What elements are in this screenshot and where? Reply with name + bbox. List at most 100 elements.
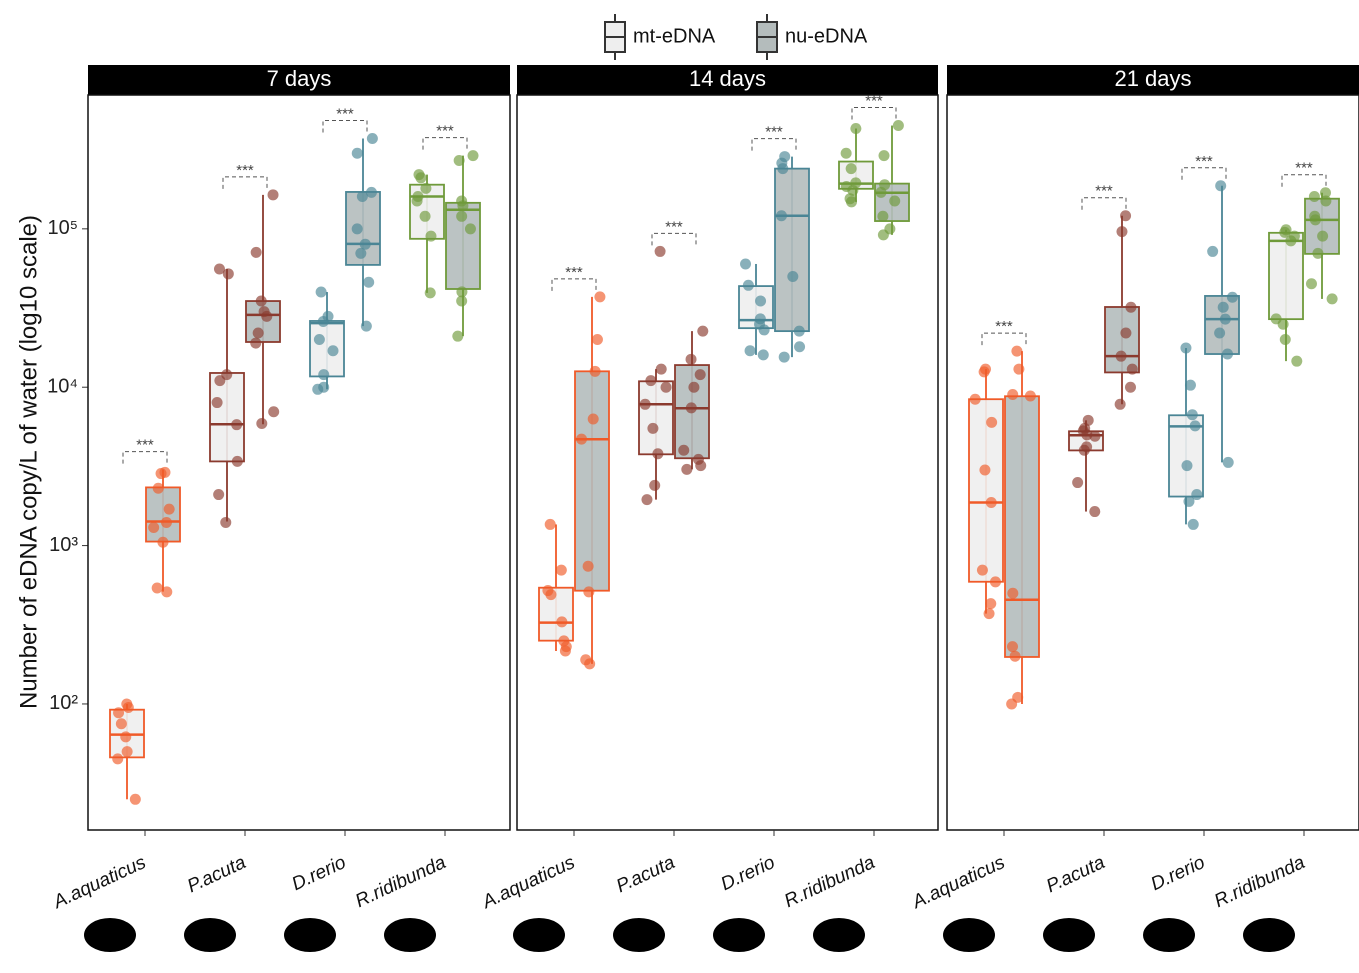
data-point [1207,245,1219,257]
data-point [742,279,754,291]
species-icon [943,918,995,952]
data-point [220,516,232,528]
data-point [840,147,852,159]
species-icon [513,918,565,952]
data-point [360,320,372,332]
data-point [231,455,243,467]
legend-label: mt-eDNA [633,25,716,47]
facet-strip [517,65,938,95]
data-point [157,536,169,548]
data-point [1319,187,1331,199]
facet-title: 21 days [1114,66,1191,91]
data-point [1089,506,1101,518]
data-point [639,398,651,410]
species-icon [284,918,336,952]
significance-label: *** [436,123,454,140]
y-tick-label: 10³ [49,534,78,556]
data-point [1191,489,1203,501]
data-point [1189,420,1201,432]
data-point [584,658,596,670]
data-point [425,230,437,242]
facet-title: 7 days [267,66,332,91]
significance-label: *** [565,264,583,281]
y-tick-label: 10⁴ [47,375,78,397]
significance-label: *** [236,162,254,179]
data-point [655,363,667,375]
data-point [231,419,243,431]
data-point [1226,291,1238,303]
x-tick-label: A.aquaticus [478,852,578,914]
data-point [222,268,234,280]
data-point [587,413,599,425]
data-point [1007,641,1019,653]
legend-label: nu-eDNA [785,25,868,47]
data-point [356,191,368,203]
species-icon [713,918,765,952]
data-point [681,463,693,475]
data-point [556,616,568,628]
data-point [641,494,653,506]
data-point [315,286,327,298]
data-point [1181,460,1193,472]
data-point [1222,348,1234,360]
data-point [420,182,432,194]
x-tick-label: R.ridibunda [1211,852,1308,912]
panel-border [516,94,939,831]
data-point [1214,327,1226,339]
data-point [452,330,464,342]
data-point [318,369,330,381]
x-tick-label: P.acuta [613,852,678,897]
data-point [969,393,981,405]
data-point [695,460,707,472]
data-point [740,258,752,270]
data-point [1312,247,1324,259]
data-point [697,325,709,337]
data-point [793,325,805,337]
data-point [1317,230,1329,242]
data-point [1089,430,1101,442]
data-point [1013,363,1025,375]
data-point [1126,363,1138,375]
box [209,372,245,463]
data-point [757,349,769,361]
data-point [121,746,133,758]
data-point [163,503,175,515]
data-point [985,497,997,509]
data-point [755,295,767,307]
data-point [878,150,890,162]
data-point [366,132,378,144]
box [574,370,610,592]
x-tick-label: D.rerio [289,852,350,895]
species-icon [1043,918,1095,952]
data-point [1279,334,1291,346]
data-point [1309,214,1321,226]
data-point [1285,235,1297,247]
y-tick-label: 10² [49,692,78,714]
x-tick-label: D.rerio [1148,852,1209,895]
data-point [591,334,603,346]
data-point [555,564,567,576]
data-point [250,246,262,258]
significance-label: *** [665,218,683,235]
data-point [1277,318,1289,330]
box [309,320,345,378]
significance-label: *** [765,124,783,141]
data-point [313,334,325,346]
data-point [877,210,889,222]
data-point [652,448,664,460]
data-point [1217,301,1229,313]
y-axis-label: Number of eDNA copy/L of water (log10 sc… [15,215,42,709]
data-point [327,345,339,357]
data-point [576,433,588,445]
data-point [351,147,363,159]
species-icon [1143,918,1195,952]
data-point [152,482,164,494]
data-point [113,707,125,719]
data-point [875,186,887,198]
box [1268,231,1304,321]
data-point [660,381,672,393]
data-point [359,238,371,250]
box [1004,395,1040,658]
data-point [317,315,329,327]
